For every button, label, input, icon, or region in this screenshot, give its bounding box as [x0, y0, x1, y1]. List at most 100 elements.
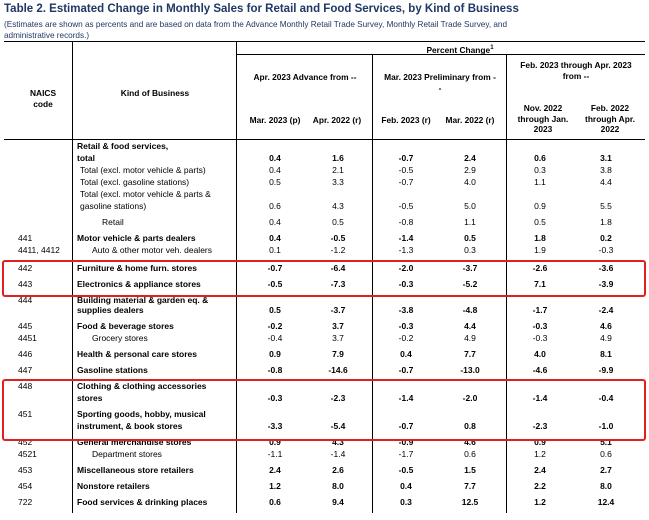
header-group2: Mar. 2023 Preliminary from --: [384, 72, 496, 93]
value-cell: -3.7: [330, 305, 346, 315]
value-cell: 0.4: [269, 217, 281, 227]
header-group1: Apr. 2023 Advance from --: [253, 72, 357, 82]
naics-code: 4451: [18, 333, 37, 343]
naics-code: 451: [18, 409, 33, 419]
kind-of-business: total: [77, 153, 95, 163]
value-cell: -1.3: [398, 245, 414, 255]
value-cell: 0.6: [534, 153, 546, 163]
kind-of-business: Gasoline stations: [77, 365, 148, 375]
value-cell: 0.1: [269, 245, 281, 255]
kind-of-business: Sporting goods, hobby, musical: [77, 409, 206, 419]
value-cell: 0.5: [269, 305, 281, 315]
value-cell: 0.3: [400, 497, 412, 507]
value-cell: -0.8: [398, 217, 414, 227]
kind-of-business: Clothing & clothing accessories: [77, 381, 207, 391]
value-cell: 7.7: [464, 349, 476, 359]
table-note: (Estimates are shown as percents and are…: [4, 20, 508, 40]
naics-code: 445: [18, 321, 33, 331]
value-cell: -1.7: [398, 449, 414, 459]
kind-of-business: Health & personal care stores: [77, 349, 197, 359]
value-cell: -7.3: [330, 279, 346, 289]
value-cell: -0.3: [267, 393, 283, 403]
kind-of-business: Total (excl. gasoline stations): [80, 177, 190, 187]
col-header-4: Mar. 2022 (r): [445, 115, 495, 125]
value-cell: 4.9: [464, 333, 476, 343]
value-cell: -9.9: [598, 365, 614, 375]
value-cell: -2.0: [462, 393, 478, 403]
value-cell: 2.1: [332, 165, 344, 175]
value-cell: 4.3: [332, 437, 344, 447]
value-cell: 4.9: [600, 333, 612, 343]
naics-code: 453: [18, 465, 33, 475]
value-cell: 3.8: [600, 165, 612, 175]
value-cell: 12.5: [461, 497, 479, 507]
kind-of-business: Retail & food services,: [77, 141, 169, 151]
col-header-5: Nov. 2022 through Jan. 2023: [517, 103, 569, 134]
value-cell: -5.2: [462, 279, 478, 289]
kind-of-business: Food & beverage stores: [77, 321, 174, 331]
naics-code: 454: [18, 481, 33, 491]
value-cell: 0.9: [269, 349, 281, 359]
header-kind: Kind of Business: [120, 88, 190, 98]
col-header-1: Mar. 2023 (p): [249, 115, 301, 125]
value-cell: -0.7: [398, 153, 414, 163]
value-cell: 0.3: [534, 165, 546, 175]
kind-of-business: Grocery stores: [92, 333, 148, 343]
naics-code: 446: [18, 349, 33, 359]
naics-code: 4521: [18, 449, 37, 459]
value-cell: 1.8: [534, 233, 546, 243]
value-cell: -0.5: [267, 279, 283, 289]
value-cell: 0.4: [400, 349, 412, 359]
value-cell: 0.4: [269, 165, 281, 175]
kind-of-business: stores: [77, 393, 103, 403]
kind-of-business: gasoline stations): [80, 201, 147, 211]
value-cell: 1.6: [332, 153, 344, 163]
value-cell: -0.4: [267, 333, 283, 343]
value-cell: 0.4: [400, 481, 412, 491]
kind-of-business: Furniture & home furn. stores: [77, 263, 197, 273]
value-cell: 8.0: [332, 481, 344, 491]
value-cell: -0.5: [330, 233, 346, 243]
value-cell: -2.6: [532, 263, 548, 273]
percent-change-rule: [237, 54, 645, 55]
value-cell: 2.7: [600, 465, 612, 475]
value-cell: 4.0: [464, 177, 476, 187]
value-cell: -0.2: [398, 333, 414, 343]
value-cell: -1.0: [598, 421, 614, 431]
value-cell: -2.3: [532, 421, 548, 431]
kind-of-business: Electronics & appliance stores: [77, 279, 201, 289]
value-cell: 3.7: [332, 321, 344, 331]
value-cell: 1.2: [534, 497, 546, 507]
value-cell: -3.7: [462, 263, 478, 273]
kind-of-business: Motor vehicle & parts dealers: [77, 233, 196, 243]
value-cell: 1.1: [534, 177, 546, 187]
value-cell: 0.5: [269, 177, 281, 187]
value-cell: 8.1: [600, 349, 612, 359]
kind-of-business: General merchandise stores: [77, 437, 192, 447]
value-cell: 2.4: [534, 465, 546, 475]
kind-of-business: Food services & drinking places: [77, 497, 208, 507]
col-header-3: Feb. 2023 (r): [381, 115, 431, 125]
value-cell: 1.5: [464, 465, 476, 475]
naics-code: 447: [18, 365, 33, 375]
value-cell: 4.0: [534, 349, 546, 359]
kind-of-business: Total (excl. motor vehicle & parts): [80, 165, 206, 175]
value-cell: 0.4: [269, 233, 281, 243]
value-cell: 0.6: [600, 449, 612, 459]
value-cell: -0.7: [398, 421, 414, 431]
kind-of-business: Retail: [102, 217, 124, 227]
value-cell: -2.0: [398, 263, 414, 273]
value-cell: 0.6: [464, 449, 476, 459]
table-title: Table 2. Estimated Change in Monthly Sal…: [4, 3, 519, 15]
value-cell: -0.5: [398, 165, 414, 175]
value-cell: 4.3: [332, 201, 344, 211]
col-header-6: Feb. 2022 through Apr. 2022: [585, 103, 635, 134]
value-cell: 0.9: [534, 437, 546, 447]
value-cell: -0.5: [398, 465, 414, 475]
value-cell: 5.1: [600, 437, 612, 447]
naics-code: 443: [18, 279, 33, 289]
value-cell: 4.6: [464, 437, 476, 447]
value-cell: -1.4: [398, 233, 414, 243]
value-cell: 2.4: [464, 153, 476, 163]
value-cell: -0.7: [398, 365, 414, 375]
